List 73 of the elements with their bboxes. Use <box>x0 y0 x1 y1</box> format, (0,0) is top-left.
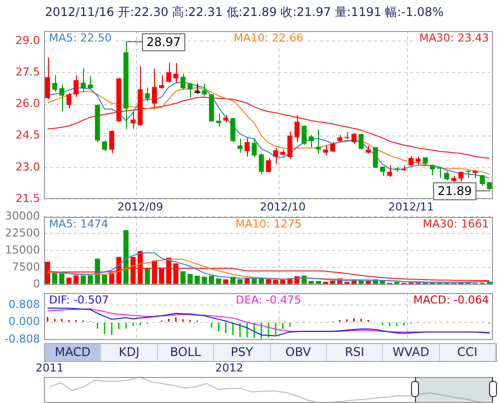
bar <box>173 263 178 284</box>
annotation: 21.89 <box>438 184 472 198</box>
bar <box>330 280 336 284</box>
annotation: 28.97 <box>146 34 181 49</box>
series-label: MACD: -0.064 <box>413 293 489 306</box>
bar <box>74 275 79 284</box>
text: MA5: 1474 <box>49 217 108 230</box>
y-tick-label: -0.808 <box>4 332 40 346</box>
y-tick-label: 23.0 <box>16 160 40 174</box>
text: MA30: 23.43 <box>419 31 489 44</box>
bar <box>180 271 186 284</box>
bar <box>144 268 150 284</box>
bar <box>88 275 93 284</box>
bar <box>130 256 136 284</box>
bar <box>45 262 50 284</box>
bar <box>208 276 214 284</box>
bar <box>202 276 207 284</box>
bar <box>152 260 158 284</box>
bar <box>366 281 371 284</box>
y-tick-label: 24.5 <box>16 128 40 142</box>
bar <box>52 273 58 284</box>
text: PSY <box>214 344 270 361</box>
bar <box>123 230 129 284</box>
text: CCI <box>440 344 496 361</box>
series-label: DEA: -0.475 <box>236 293 302 306</box>
text: OBV <box>270 344 327 361</box>
y-tick-label: 30000 <box>5 209 40 222</box>
text: MA5: 22.50 <box>49 31 112 44</box>
bar <box>308 281 314 284</box>
y-tick-label: 0.808 <box>8 298 40 312</box>
bar <box>166 258 172 284</box>
y-tick-label: 27.5 <box>16 66 40 79</box>
text: MA10: 1275 <box>235 217 302 230</box>
bar <box>188 274 193 284</box>
bar <box>66 278 72 284</box>
x-tick-label: 2012/09 <box>117 200 164 214</box>
bar <box>258 278 264 284</box>
bar <box>244 278 250 284</box>
y-tick-label: 15000 <box>5 243 40 256</box>
text: MACD <box>45 344 102 361</box>
bar <box>280 280 286 284</box>
x-tick-label: 2012/11 <box>388 200 434 214</box>
bar <box>159 268 164 284</box>
text: KDJ <box>101 344 158 361</box>
x-tick-label: 2012/10 <box>260 200 306 214</box>
y-tick-label: 22500 <box>5 226 40 240</box>
y-tick-label: 0 <box>33 277 40 290</box>
text: MA10: 22.66 <box>234 31 304 44</box>
y-tick-label: 29.0 <box>16 34 40 47</box>
x-tick-label: 2011 <box>36 361 64 374</box>
y-tick-label: 0.000 <box>8 315 40 328</box>
bar <box>223 279 228 284</box>
text: BOLL <box>158 344 214 361</box>
text: WVAD <box>383 344 440 361</box>
bar <box>316 281 321 284</box>
bar <box>102 274 108 284</box>
text: MA30: 1661 <box>422 217 489 230</box>
series-label: DIF: -0.507 <box>49 293 109 306</box>
y-tick-label: 26.0 <box>16 97 40 110</box>
bar <box>194 276 200 284</box>
bar <box>138 251 143 284</box>
y-tick-label: 21.5 <box>16 192 40 205</box>
text: RSI <box>326 344 384 361</box>
bar <box>358 280 364 284</box>
bar <box>273 280 278 284</box>
bar <box>266 279 272 284</box>
bar <box>80 276 86 284</box>
chart-title: 2012/11/16 开:22.30 高:22.31 低:21.89 收:21.97 量:1191 幅:-1.08% <box>45 4 444 21</box>
x-tick-label: 2012 <box>215 361 244 374</box>
y-tick-label: 7500 <box>12 260 40 274</box>
bar <box>216 278 222 284</box>
bar <box>109 272 114 284</box>
bar <box>237 279 243 284</box>
